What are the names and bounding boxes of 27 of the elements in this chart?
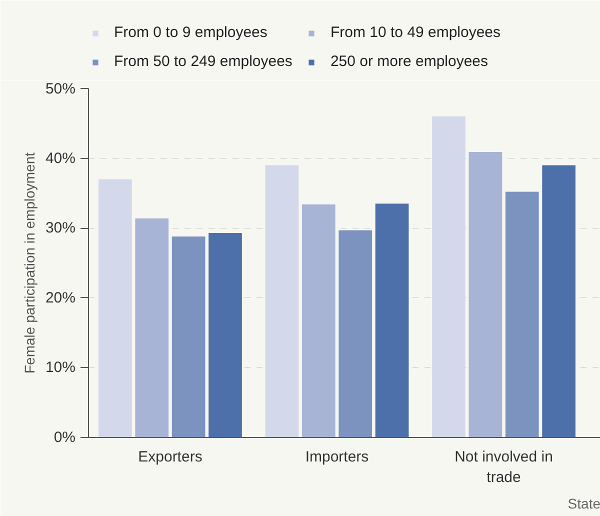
bar [338,230,372,438]
y-tick-label: 10% [45,359,76,376]
bar [542,165,576,438]
legend-label: From 0 to 9 employees [114,24,268,41]
bar [172,236,206,438]
x-tick-label: Exporters [138,448,202,466]
legend-label: From 50 to 249 employees [114,53,292,70]
bar [135,218,169,438]
bar [302,204,336,438]
x-tick-label: Importers [305,448,369,466]
bar [98,179,132,438]
text: State [568,496,600,512]
bar [432,116,466,438]
legend-label: From 10 to 49 employees [330,24,501,41]
y-tick-label: 20% [45,289,76,306]
y-tick-label: 40% [45,150,76,167]
bar [265,165,299,438]
y-tick-label: 30% [45,220,76,237]
y-tick-label: 0% [54,429,76,446]
bar [375,204,409,438]
bar [468,152,502,438]
x-tick-label: Not involved in trade [454,448,553,486]
legend-label: 250 or more employees [330,53,488,70]
y-tick-label: 50% [45,80,76,98]
bar [208,232,242,438]
bar [505,192,539,438]
y-axis-title: Female participation in employment [21,152,38,374]
